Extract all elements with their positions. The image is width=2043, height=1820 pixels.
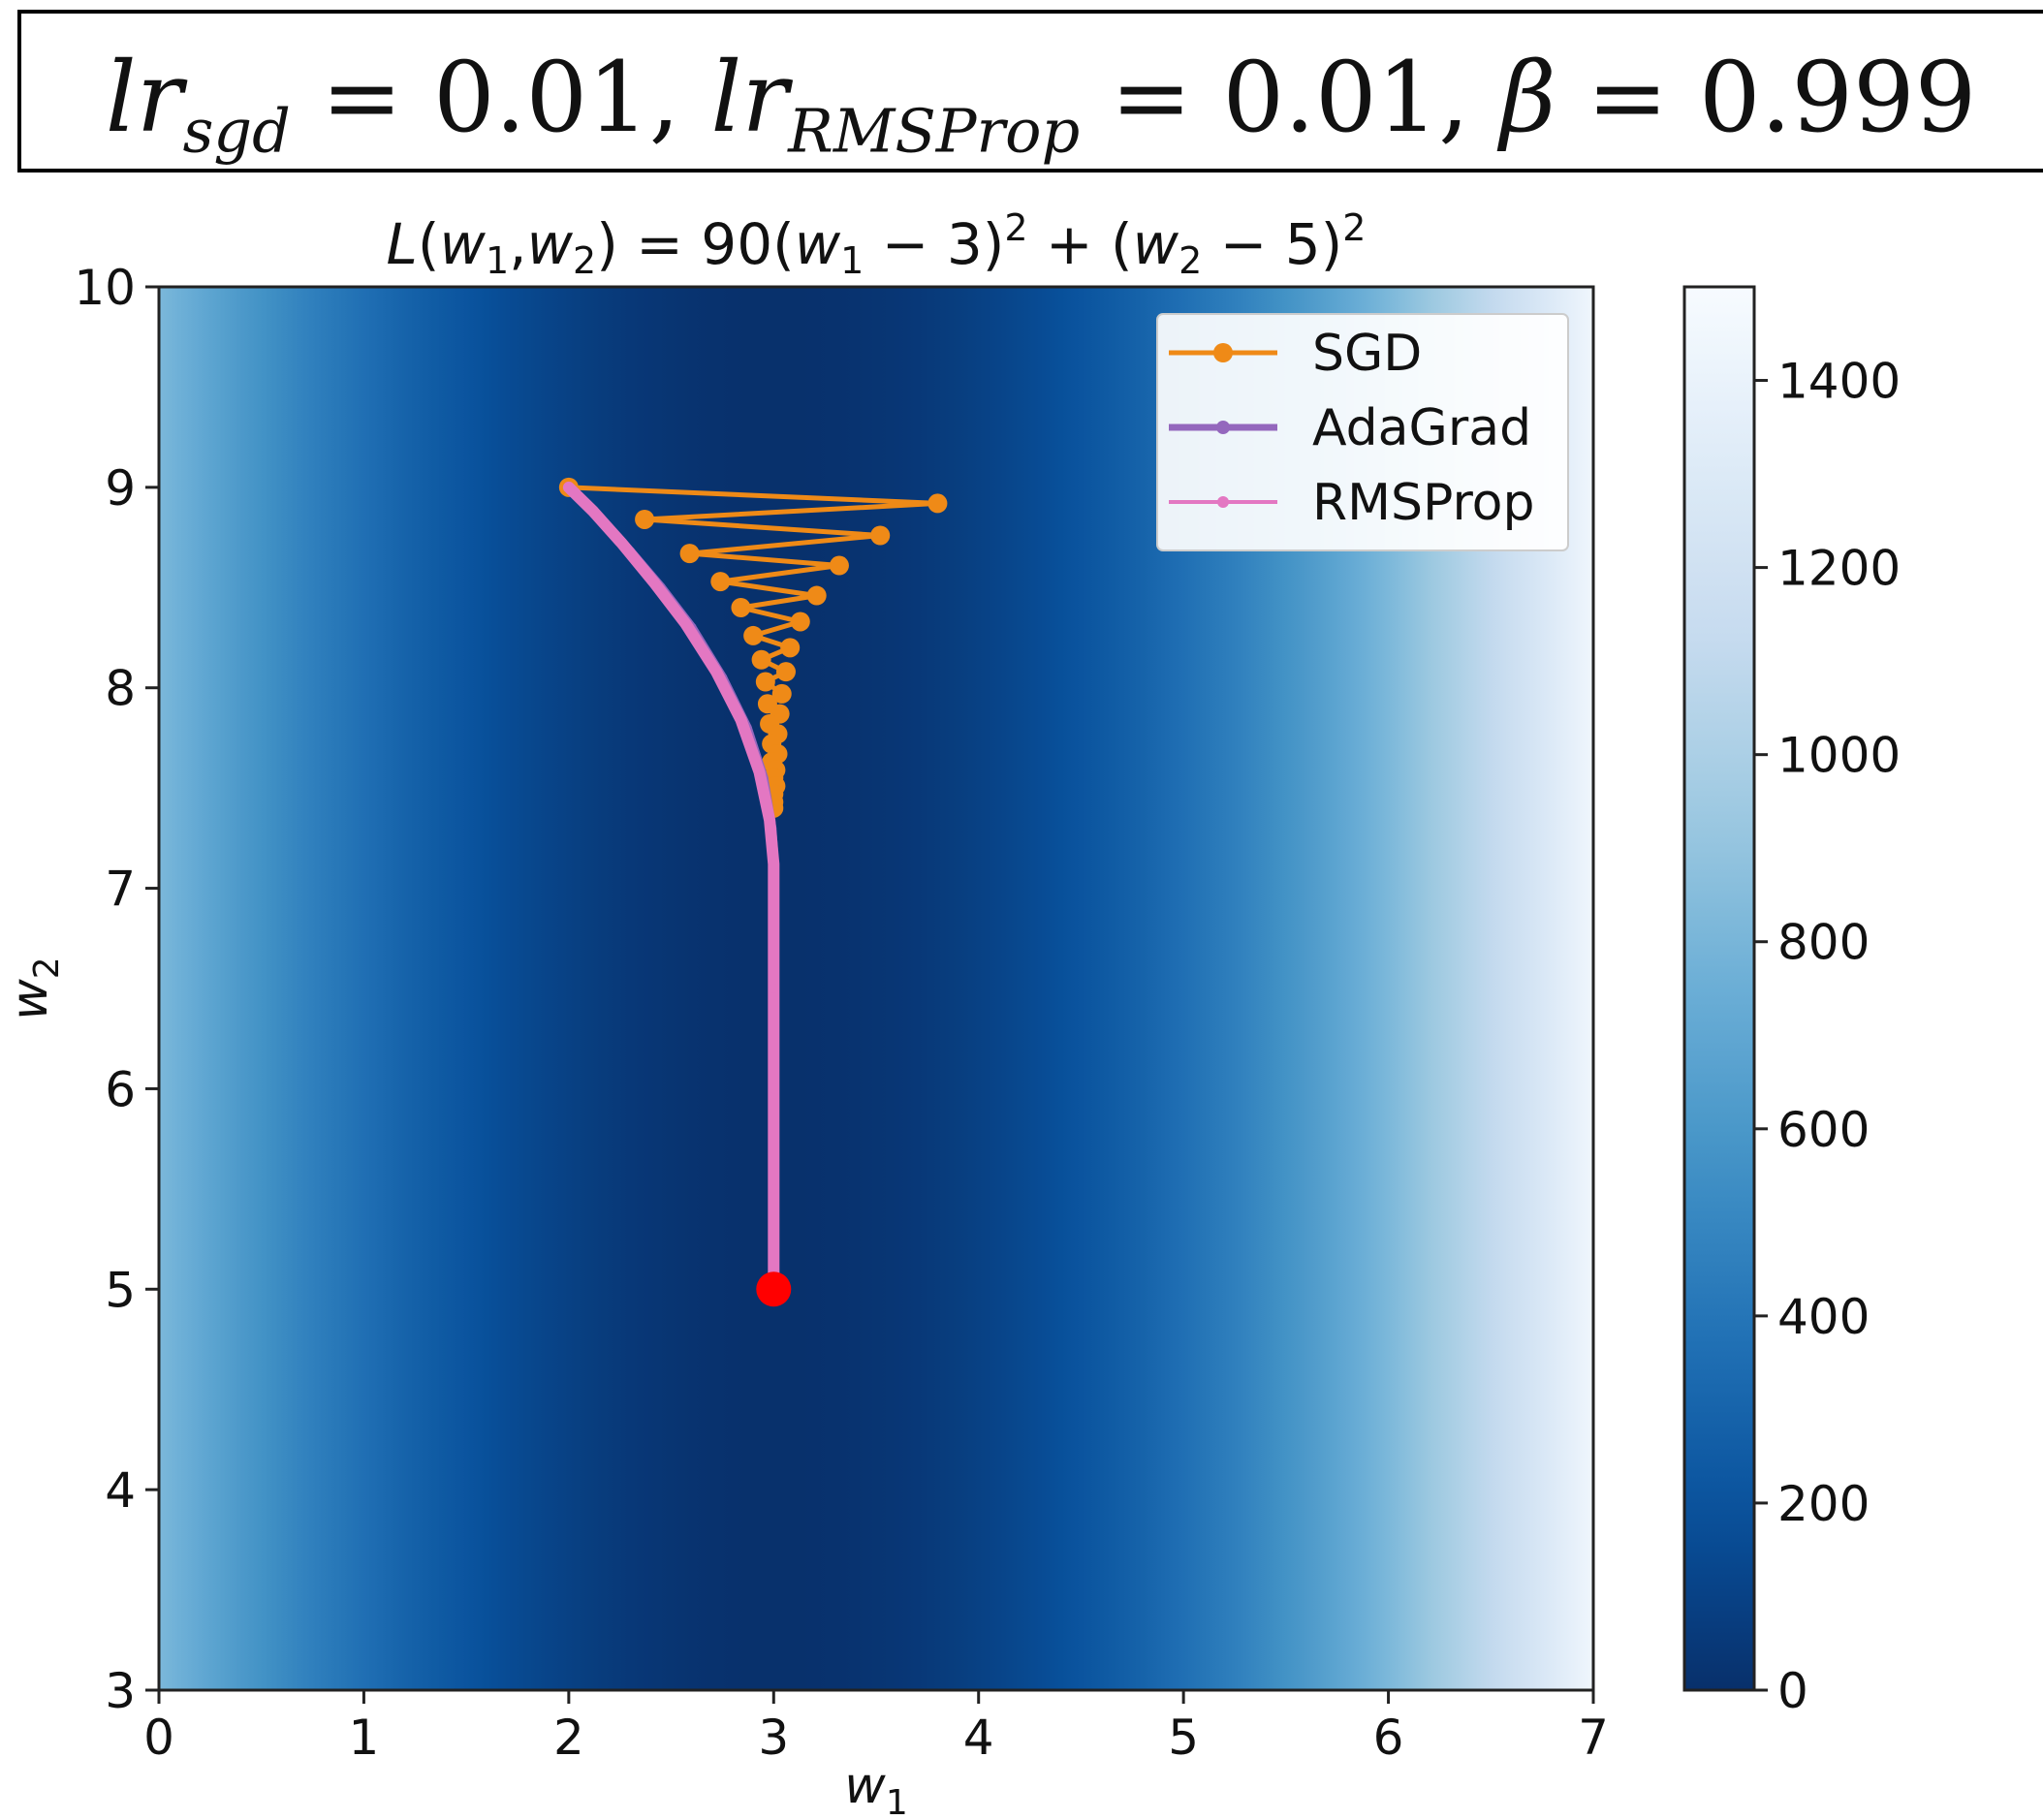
lr-rmsprop-subscript: RMSProp	[788, 95, 1081, 167]
lr-sgd-subscript: sgd	[182, 95, 291, 167]
legend-item-adagrad: AdaGrad	[1169, 399, 1531, 457]
beta-value: = 0.999	[1556, 41, 1977, 154]
x-tick-label: 0	[143, 1710, 174, 1766]
rmsprop-point	[754, 767, 765, 777]
sgd-point	[806, 585, 827, 606]
sgd-point	[870, 525, 891, 546]
x-tick-label: 7	[1578, 1710, 1609, 1766]
x-tick-label: 6	[1373, 1710, 1404, 1766]
beta-symbol: β	[1499, 41, 1556, 154]
colorbar-ticks: 0 200 400 600 800 1000 1200 1400	[1754, 354, 1901, 1719]
x-tick-label: 2	[553, 1710, 584, 1766]
rmsprop-point	[769, 859, 779, 869]
legend-swatch-marker	[1217, 496, 1229, 508]
sgd-point	[743, 625, 764, 645]
rmsprop-point	[711, 667, 722, 677]
colorbar-tick-label: 0	[1777, 1663, 1808, 1719]
legend-item-sgd: SGD	[1169, 325, 1422, 383]
x-axis: 0 1 2 3 4 5 6 7	[143, 1690, 1609, 1766]
x-tick-label: 1	[349, 1710, 380, 1766]
colorbar-tick-label: 800	[1777, 915, 1870, 971]
x-tick-label: 4	[963, 1710, 994, 1766]
colorbar-tick-label: 600	[1777, 1102, 1870, 1158]
rmsprop-point	[736, 714, 746, 725]
sgd-point	[710, 572, 731, 592]
y-tick-label: 5	[105, 1262, 136, 1318]
y-tick-label: 7	[105, 862, 136, 918]
sgd-point	[780, 638, 801, 658]
hyperparameter-text: lrsgd = 0.01, lrRMSProp = 0.01, β = 0.99…	[21, 41, 2043, 167]
lr-sgd-value: = 0.01,	[290, 41, 711, 154]
colorbar-tick-label: 1400	[1777, 354, 1901, 410]
sgd-point	[751, 649, 771, 670]
y-tick-label: 3	[105, 1663, 136, 1719]
legend-swatch-marker	[1213, 343, 1233, 362]
y-axis: 3 4 5 6 7 8 9 10	[74, 260, 159, 1719]
colorbar-tick-label: 1000	[1777, 728, 1901, 784]
rmsprop-point	[649, 579, 660, 589]
legend-swatch-marker	[1216, 421, 1230, 434]
trajectory-layer	[558, 477, 948, 1307]
legend-box	[1156, 313, 1569, 551]
colorbar-tick-label: 400	[1777, 1289, 1870, 1345]
x-axis-label: w1	[844, 1757, 907, 1820]
y-tick-label: 9	[105, 460, 136, 517]
rmsprop-point	[588, 506, 599, 517]
y-tick-label: 8	[105, 661, 136, 717]
x-tick-label: 5	[1168, 1710, 1199, 1766]
rmsprop-point	[680, 618, 691, 629]
rmsprop-point	[769, 984, 779, 993]
rmsprop-point	[616, 538, 627, 549]
sgd-point	[829, 555, 849, 576]
colorbar	[1684, 287, 1754, 1690]
lr-rmsprop-value: = 0.01,	[1080, 41, 1500, 154]
x-tick-label: 3	[758, 1710, 789, 1766]
plot-frame	[157, 285, 1595, 1692]
lr-rmsprop-symbol: lr	[710, 41, 789, 154]
hyperparameter-banner: lrsgd = 0.01, lrRMSProp = 0.01, β = 0.99…	[17, 10, 2043, 173]
y-tick-label: 4	[105, 1462, 136, 1519]
legend-label-rmsprop: RMSProp	[1312, 474, 1535, 532]
sgd-point	[771, 683, 792, 704]
colorbar-tick-label: 1200	[1777, 541, 1901, 597]
sgd-point	[927, 493, 948, 514]
sgd-point	[790, 612, 810, 632]
sgd-point	[755, 672, 775, 692]
legend-label-sgd: SGD	[1312, 325, 1422, 383]
y-tick-label: 10	[74, 260, 136, 316]
sgd-point	[635, 509, 655, 529]
rmsprop-point	[765, 815, 775, 826]
y-tick-label: 6	[105, 1061, 136, 1117]
rmsprop-line	[562, 481, 780, 1296]
rmsprop-point	[769, 1083, 779, 1094]
sgd-point	[679, 544, 700, 564]
chart-title: L(w1,w2) = 90(w1 − 3)2 + (w2 − 5)2	[387, 206, 1367, 282]
rmsprop-point	[769, 1183, 779, 1194]
sgd-point	[731, 597, 751, 617]
legend-label-adagrad: AdaGrad	[1312, 399, 1531, 457]
rmsprop-point	[563, 482, 574, 492]
colorbar-tick-label: 200	[1777, 1476, 1870, 1532]
y-axis-label: w2	[1, 957, 67, 1020]
legend-item-rmsprop: RMSProp	[1169, 474, 1535, 532]
colorbar-frame	[1682, 285, 1756, 1692]
sgd-point	[775, 662, 796, 682]
legend: SGD AdaGrad RMSProp	[1156, 313, 1569, 551]
minimum-point	[756, 1271, 792, 1307]
lr-sgd-symbol: lr	[105, 41, 183, 154]
